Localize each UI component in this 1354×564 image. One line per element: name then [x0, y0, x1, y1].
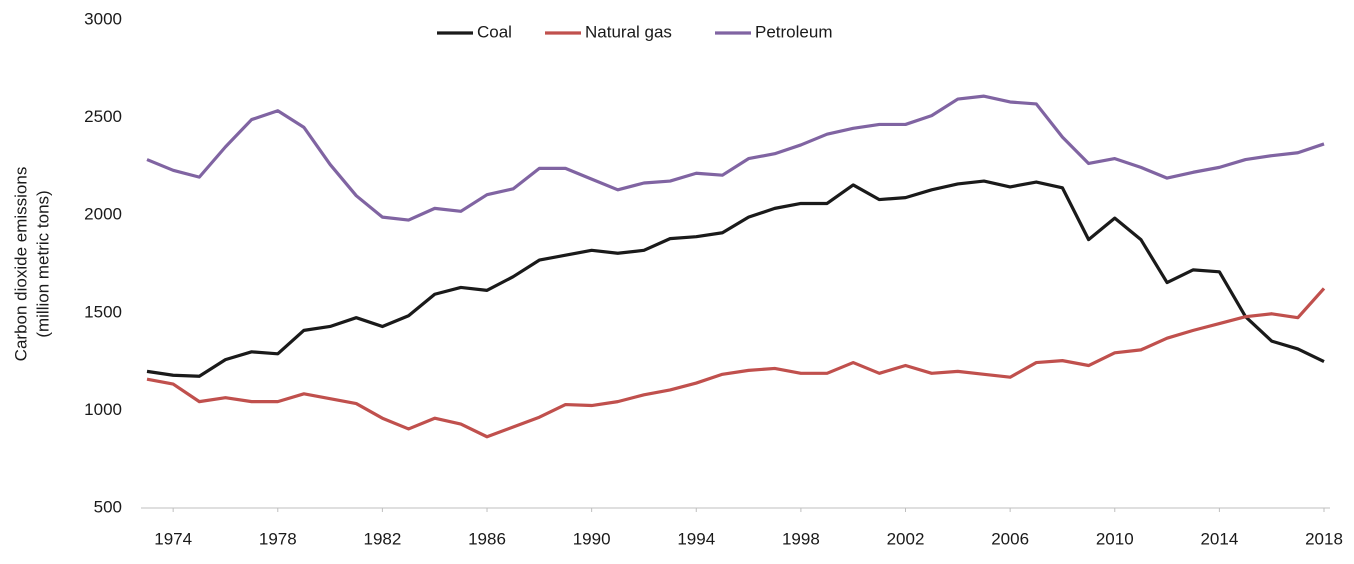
y-tick-label: 1500: [84, 302, 122, 321]
x-tick-label: 2006: [991, 529, 1029, 548]
line-series: [146, 94, 1325, 222]
legend-label: Natural gas: [585, 22, 672, 41]
line-series: [146, 179, 1325, 378]
legend-label: Petroleum: [755, 22, 832, 41]
x-tick-label: 1974: [154, 529, 192, 548]
x-tick-label: 1982: [363, 529, 401, 548]
x-tick-label: 1978: [259, 529, 297, 548]
y-tick-label: 1000: [84, 400, 122, 419]
x-tick-label: 1990: [573, 529, 611, 548]
x-tick-label: 2018: [1305, 529, 1343, 548]
x-tick-label: 2002: [887, 529, 925, 548]
x-tick-label: 1994: [677, 529, 715, 548]
y-tick-label: 500: [94, 497, 122, 516]
y-axis-label: (million metric tons): [33, 190, 52, 337]
y-tick-label: 3000: [84, 9, 122, 28]
legend-label: Coal: [477, 22, 512, 41]
x-tick-label: 1998: [782, 529, 820, 548]
y-axis-label: Carbon dioxide emissions: [11, 167, 30, 362]
y-tick-label: 2000: [84, 205, 122, 224]
y-tick-label: 2500: [84, 107, 122, 126]
x-tick-label: 2014: [1200, 529, 1238, 548]
x-tick-label: 1986: [468, 529, 506, 548]
x-tick-label: 2010: [1096, 529, 1134, 548]
line-series: [146, 287, 1326, 439]
